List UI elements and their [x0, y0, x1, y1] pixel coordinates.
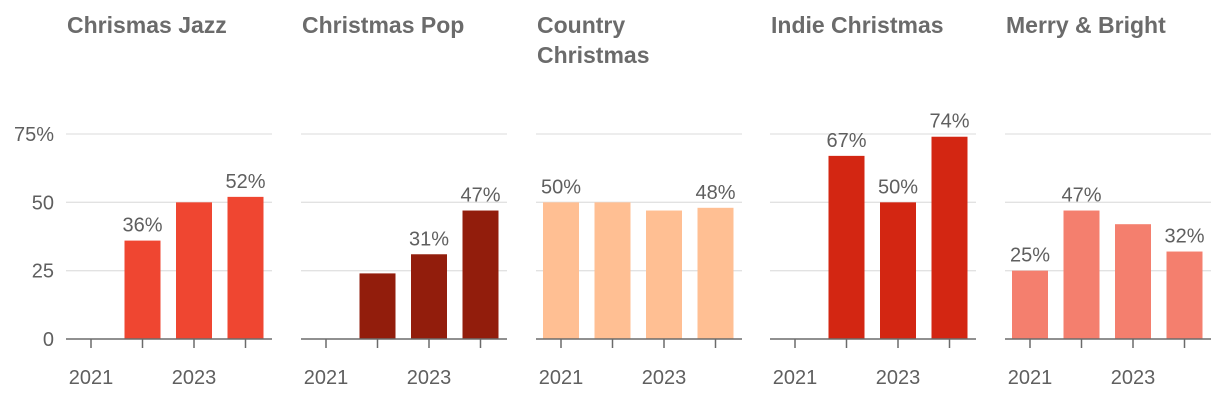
- bar: [1115, 224, 1151, 339]
- x-tick-label: 2023: [1111, 367, 1156, 389]
- x-tick-label: 2021: [304, 367, 349, 389]
- x-tick-label: 2021: [1008, 367, 1053, 389]
- data-label: 74%: [929, 111, 969, 133]
- panel-title: Country Christmas: [537, 12, 650, 68]
- data-label: 67%: [826, 130, 866, 152]
- data-label: 48%: [695, 182, 735, 204]
- y-tick-label: 25: [32, 261, 54, 283]
- x-tick-label: 2021: [773, 367, 818, 389]
- data-label: 32%: [1164, 226, 1204, 248]
- x-tick-label: 2023: [407, 367, 452, 389]
- x-tick-label: 2021: [69, 367, 114, 389]
- panel-title: Christmas Pop: [302, 12, 465, 38]
- data-label: 36%: [122, 215, 162, 237]
- data-label: 31%: [409, 228, 449, 250]
- bar: [1063, 210, 1100, 339]
- bar: [359, 273, 396, 339]
- bar: [176, 202, 212, 339]
- data-label: 47%: [1061, 185, 1101, 207]
- bar: [543, 202, 579, 339]
- x-tick-label: 2023: [642, 367, 687, 389]
- bar: [697, 207, 734, 339]
- bar: [1166, 251, 1203, 339]
- bar: [646, 210, 682, 339]
- bar: [931, 136, 968, 339]
- data-label: 47%: [460, 185, 500, 207]
- panel-title: Chrismas Jazz: [67, 12, 227, 38]
- data-label: 52%: [225, 171, 265, 193]
- bar: [227, 196, 264, 339]
- bar: [124, 240, 161, 339]
- data-label: 25%: [1010, 245, 1050, 267]
- data-label: 50%: [878, 176, 918, 198]
- bar: [1012, 270, 1048, 339]
- bar: [880, 202, 916, 339]
- bar: [411, 254, 447, 339]
- data-label: 50%: [541, 176, 581, 198]
- bar: [828, 155, 865, 339]
- bar: [462, 210, 499, 339]
- panel-title: Indie Christmas: [771, 12, 944, 38]
- bar: [594, 202, 631, 339]
- y-tick-label: 50: [32, 192, 54, 214]
- x-tick-label: 2023: [172, 367, 217, 389]
- x-tick-label: 2021: [539, 367, 584, 389]
- y-tick-label: 75%: [14, 124, 54, 146]
- x-tick-label: 2023: [876, 367, 921, 389]
- panel-title: Merry & Bright: [1006, 12, 1166, 38]
- y-tick-label: 0: [43, 329, 54, 351]
